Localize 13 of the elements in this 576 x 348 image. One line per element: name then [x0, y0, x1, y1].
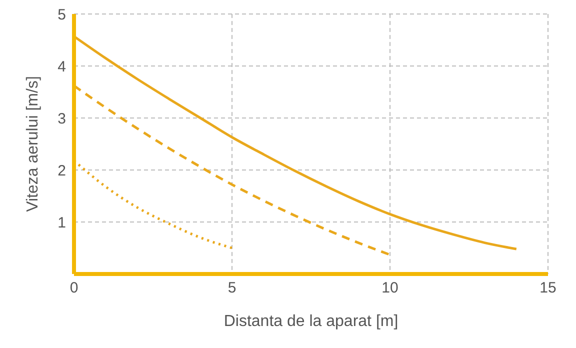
y-tick-label: 1 [58, 214, 66, 232]
x-tick-label: 10 [382, 280, 398, 297]
y-axis-title: Viteza aerului [m/s] [24, 76, 42, 212]
y-tick-label: 2 [58, 162, 66, 180]
x-tick-label: 0 [70, 280, 78, 297]
y-tick-label: 4 [58, 58, 66, 76]
x-tick-label: 5 [228, 280, 236, 297]
y-tick-label: 3 [58, 110, 66, 128]
x-axis-title: Distanta de la aparat [m] [224, 313, 398, 330]
line-series [74, 35, 518, 250]
line-series [74, 84, 392, 256]
x-tick-label: 15 [540, 280, 556, 297]
y-tick-label: 5 [58, 6, 66, 24]
